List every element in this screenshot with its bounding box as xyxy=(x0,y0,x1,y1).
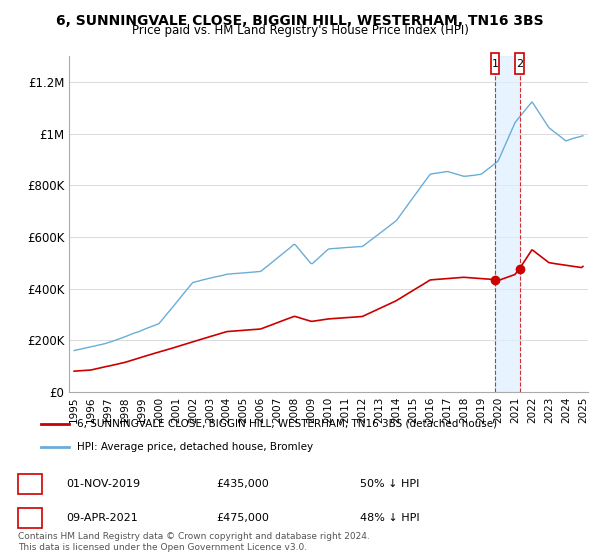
Text: 2: 2 xyxy=(26,513,34,523)
Text: 6, SUNNINGVALE CLOSE, BIGGIN HILL, WESTERHAM, TN16 3BS: 6, SUNNINGVALE CLOSE, BIGGIN HILL, WESTE… xyxy=(56,14,544,28)
Text: 1: 1 xyxy=(492,59,499,69)
Text: Contains HM Land Registry data © Crown copyright and database right 2024.
This d: Contains HM Land Registry data © Crown c… xyxy=(18,532,370,552)
FancyBboxPatch shape xyxy=(515,53,524,74)
Text: 2: 2 xyxy=(516,59,523,69)
Text: £435,000: £435,000 xyxy=(216,479,269,489)
Text: 6, SUNNINGVALE CLOSE, BIGGIN HILL, WESTERHAM, TN16 3BS (detached house): 6, SUNNINGVALE CLOSE, BIGGIN HILL, WESTE… xyxy=(77,419,497,429)
Text: 09-APR-2021: 09-APR-2021 xyxy=(66,513,138,523)
Text: £475,000: £475,000 xyxy=(216,513,269,523)
Text: HPI: Average price, detached house, Bromley: HPI: Average price, detached house, Brom… xyxy=(77,442,313,452)
Text: Price paid vs. HM Land Registry's House Price Index (HPI): Price paid vs. HM Land Registry's House … xyxy=(131,24,469,37)
FancyBboxPatch shape xyxy=(491,53,499,74)
Bar xyxy=(495,56,520,392)
Text: 1: 1 xyxy=(26,479,34,489)
Text: 48% ↓ HPI: 48% ↓ HPI xyxy=(360,513,419,523)
Text: 01-NOV-2019: 01-NOV-2019 xyxy=(66,479,140,489)
Text: 50% ↓ HPI: 50% ↓ HPI xyxy=(360,479,419,489)
